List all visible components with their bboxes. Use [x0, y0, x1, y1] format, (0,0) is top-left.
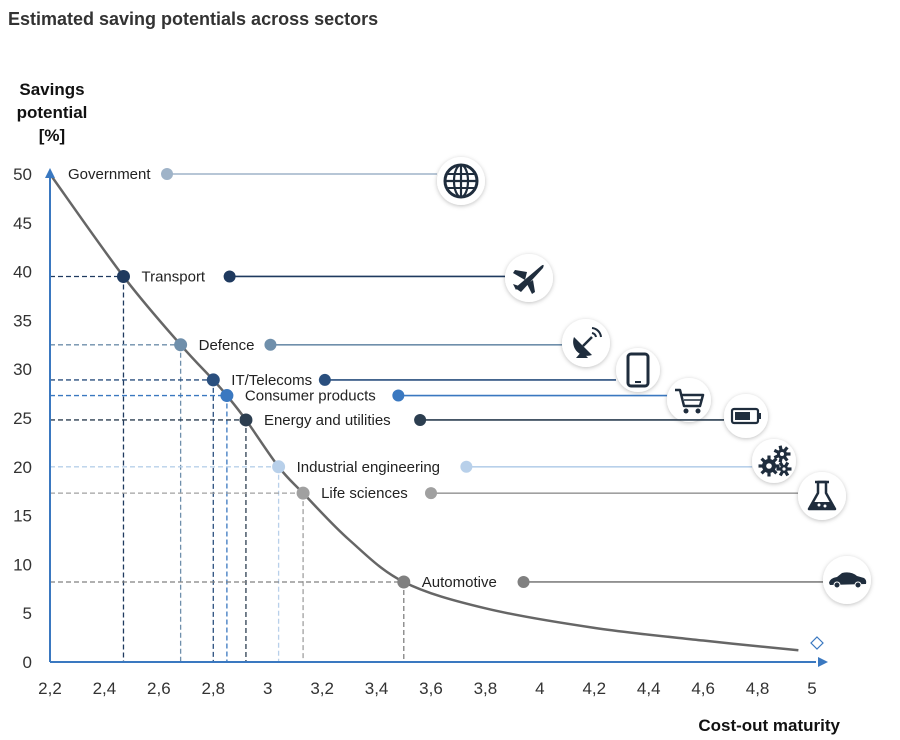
x-tick-label: 4,8: [746, 679, 770, 698]
x-tick-label: 3,4: [365, 679, 389, 698]
y-tick-label: 20: [13, 458, 32, 477]
y-tick-label: 10: [13, 555, 32, 574]
y-tick-label: 5: [23, 604, 32, 623]
icon-badge: [798, 472, 846, 520]
x-tick-label: 2,6: [147, 679, 171, 698]
sector-label: Transport: [141, 268, 205, 285]
sector-label: Life sciences: [321, 485, 408, 502]
y-tick-label: 35: [13, 311, 32, 330]
curve-point: [272, 460, 286, 474]
car-icon: [823, 556, 871, 604]
airplane-icon: [505, 254, 553, 302]
shopping-cart-icon: [667, 378, 711, 422]
gears-icon: [752, 439, 796, 483]
sector-energy-and-utilities: Energy and utilities: [239, 394, 768, 438]
label-dot: [414, 413, 427, 426]
x-tick-label: 5: [807, 679, 816, 698]
x-tick-label: 2,2: [38, 679, 62, 698]
chart-title: Estimated saving potentials across secto…: [8, 9, 379, 29]
x-tick-label: 2,4: [93, 679, 117, 698]
tablet-icon: [616, 348, 660, 392]
curve-point: [397, 575, 411, 589]
y-axis-arrow: [45, 168, 55, 178]
x-tick-label: 4: [535, 679, 544, 698]
sector-consumer-products: Consumer products: [220, 378, 711, 422]
label-dot: [425, 487, 437, 500]
y-tick-label: 0: [23, 653, 32, 672]
label-dot: [460, 460, 473, 473]
sector-label: Automotive: [422, 574, 497, 591]
y-tick-label: 30: [13, 360, 32, 379]
x-tick-label: 3,2: [310, 679, 334, 698]
x-tick-label: 3,6: [419, 679, 443, 698]
globe-icon: [437, 157, 485, 205]
sector-label: Defence: [199, 337, 255, 354]
sector-automotive: Automotive: [397, 556, 871, 604]
x-tick-label: 3,8: [474, 679, 498, 698]
x-tick-label: 2,8: [201, 679, 225, 698]
x-axis-arrow: [818, 657, 828, 667]
sector-label: Consumer products: [245, 388, 376, 405]
x-tick-label: 4,4: [637, 679, 661, 698]
sector-industrial-engineering: Industrial engineering: [272, 439, 796, 483]
y-tick-label: 40: [13, 263, 32, 282]
x-tick-label: 4,6: [691, 679, 715, 698]
curve-point: [296, 486, 310, 500]
sector-transport: Transport: [116, 254, 553, 302]
battery-icon: [724, 394, 768, 438]
curve-point: [206, 373, 220, 387]
x-tick-label: 3: [263, 679, 272, 698]
label-dot: [223, 270, 236, 283]
y-tick-label: 25: [13, 409, 32, 428]
x-axis-label: Cost-out maturity: [698, 716, 840, 735]
curve-point: [239, 413, 253, 427]
label-dot: [318, 373, 331, 386]
sector-it-telecoms: IT/Telecoms: [206, 348, 660, 392]
label-dot: [517, 575, 530, 588]
sector-label: IT/Telecoms: [231, 372, 312, 389]
x-tick-label: 4,2: [582, 679, 606, 698]
y-tick-label: 45: [13, 214, 32, 233]
flask-icon: [798, 472, 846, 520]
sector-label: Industrial engineering: [297, 459, 440, 476]
sector-government: Government: [68, 157, 485, 205]
curve-point: [220, 389, 234, 403]
y-axis-label: Savings potential [%]: [16, 80, 88, 145]
label-dot: [392, 389, 405, 402]
diamond-marker: [810, 636, 824, 650]
sector-life-sciences: Life sciences: [296, 472, 846, 520]
curve-point: [116, 269, 130, 283]
label-dot: [161, 168, 174, 180]
y-tick-label: 50: [13, 165, 32, 184]
sector-label: Government: [68, 166, 151, 183]
y-tick-label: 15: [13, 507, 32, 526]
sector-label: Energy and utilities: [264, 412, 391, 429]
label-dot: [264, 338, 277, 351]
curve-point: [174, 338, 188, 352]
satellite-dish-icon: [562, 319, 610, 367]
sector-defence: Defence: [174, 319, 610, 367]
